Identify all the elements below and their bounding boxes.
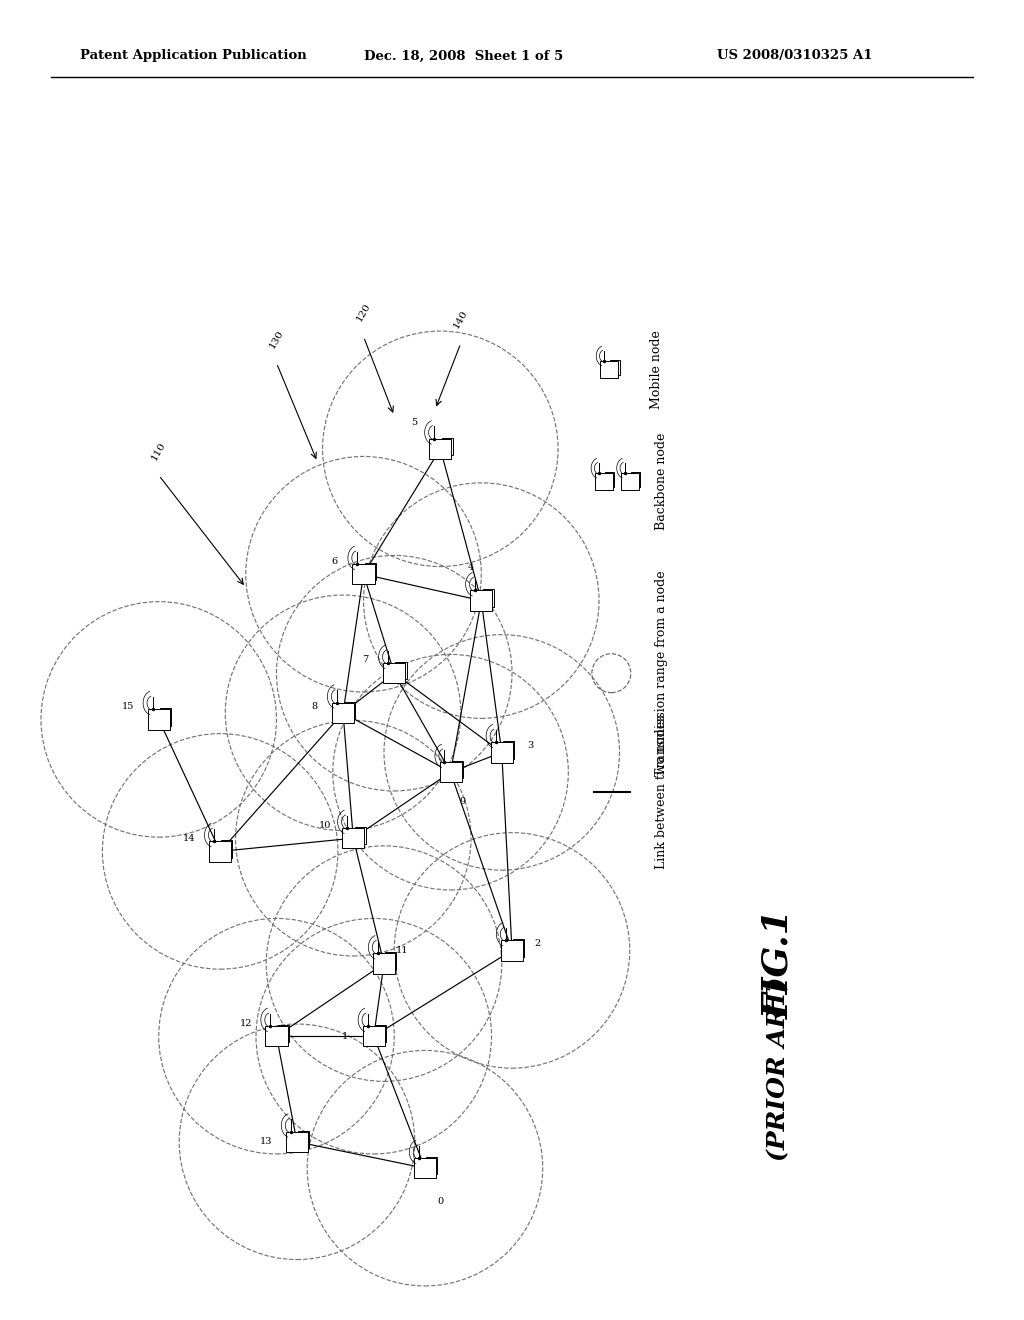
Bar <box>385 952 396 970</box>
Bar <box>414 1158 436 1179</box>
Bar <box>490 742 513 763</box>
Text: 4: 4 <box>468 564 474 572</box>
Text: 15: 15 <box>122 702 134 710</box>
Text: 2: 2 <box>535 940 541 948</box>
Text: 110: 110 <box>150 441 168 462</box>
Text: 120: 120 <box>354 302 373 323</box>
Bar <box>298 1130 309 1148</box>
Bar <box>503 741 514 759</box>
Bar <box>375 1024 386 1043</box>
Text: Backbone node: Backbone node <box>655 433 669 531</box>
Text: 130: 130 <box>267 329 286 350</box>
Text: Transmission range from a node: Transmission range from a node <box>655 570 669 776</box>
Bar <box>600 362 618 378</box>
Text: 8: 8 <box>311 702 317 710</box>
Bar <box>344 701 355 719</box>
Text: 11: 11 <box>396 946 409 954</box>
Text: 14: 14 <box>183 834 196 842</box>
Bar <box>383 663 406 684</box>
Bar <box>631 473 640 487</box>
Bar <box>286 1131 308 1152</box>
Bar <box>160 708 171 726</box>
Bar <box>352 564 375 585</box>
Bar <box>482 589 494 607</box>
Text: Dec. 18, 2008  Sheet 1 of 5: Dec. 18, 2008 Sheet 1 of 5 <box>364 49 563 62</box>
Bar <box>513 939 524 957</box>
Text: 9: 9 <box>460 797 466 805</box>
Text: Link between two nodes: Link between two nodes <box>655 714 669 870</box>
Text: 13: 13 <box>260 1138 272 1146</box>
Bar <box>342 828 365 849</box>
Text: 5: 5 <box>412 418 418 426</box>
Bar <box>595 474 613 490</box>
Text: 1: 1 <box>342 1032 348 1040</box>
Bar <box>439 762 462 783</box>
Bar <box>441 437 453 455</box>
Bar <box>452 760 463 779</box>
Bar <box>221 840 232 858</box>
Bar <box>501 940 523 961</box>
Bar <box>395 661 407 680</box>
Text: 0: 0 <box>437 1197 443 1205</box>
Text: 12: 12 <box>240 1019 252 1027</box>
Text: Mobile node: Mobile node <box>650 330 664 409</box>
Bar <box>147 709 170 730</box>
Text: 6: 6 <box>332 557 338 565</box>
Bar <box>470 590 493 611</box>
Text: US 2008/0310325 A1: US 2008/0310325 A1 <box>717 49 872 62</box>
Text: 3: 3 <box>527 742 534 750</box>
Text: FIG.1: FIG.1 <box>761 908 796 1019</box>
Bar <box>621 474 639 490</box>
Bar <box>365 562 376 581</box>
Bar <box>265 1026 288 1047</box>
Bar <box>332 702 354 723</box>
Text: Patent Application Publication: Patent Application Publication <box>80 49 306 62</box>
Bar <box>354 826 366 845</box>
Text: (PRIOR ART): (PRIOR ART) <box>766 977 791 1162</box>
Bar <box>426 1156 437 1175</box>
Bar <box>373 953 395 974</box>
Text: 10: 10 <box>318 821 331 829</box>
Text: 140: 140 <box>452 309 470 330</box>
Bar <box>278 1024 289 1043</box>
Bar <box>209 841 231 862</box>
Bar <box>605 473 614 487</box>
Text: 7: 7 <box>362 656 369 664</box>
Bar <box>429 438 452 459</box>
Bar <box>362 1026 385 1047</box>
Bar <box>610 360 620 375</box>
